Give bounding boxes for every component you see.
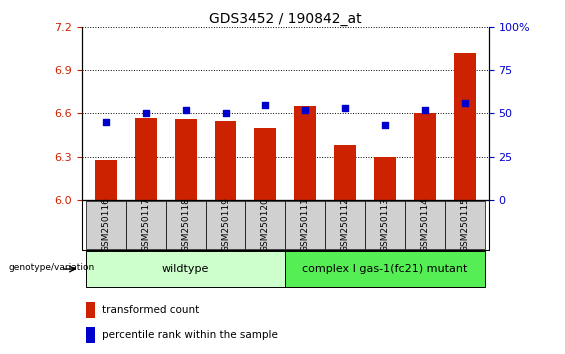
Text: genotype/variation: genotype/variation	[8, 263, 94, 272]
Point	[420, 107, 429, 113]
FancyBboxPatch shape	[245, 200, 285, 249]
Bar	[454, 53, 476, 200]
Bar	[414, 113, 436, 200]
Point	[141, 110, 150, 116]
Text: GSM250111: GSM250111	[301, 197, 310, 252]
Bar	[254, 128, 276, 200]
Text: GSM250112: GSM250112	[341, 198, 350, 252]
Text: GSM250118: GSM250118	[181, 197, 190, 252]
FancyBboxPatch shape	[405, 200, 445, 249]
Bar	[135, 118, 157, 200]
Text: GSM250119: GSM250119	[221, 197, 230, 252]
Text: GSM250117: GSM250117	[141, 197, 150, 252]
Point	[301, 107, 310, 113]
Text: complex I gas-1(fc21) mutant: complex I gas-1(fc21) mutant	[302, 264, 468, 274]
FancyBboxPatch shape	[365, 200, 405, 249]
Bar	[294, 106, 316, 200]
FancyBboxPatch shape	[166, 200, 206, 249]
Text: GSM250113: GSM250113	[381, 197, 389, 252]
Text: GSM250114: GSM250114	[420, 198, 429, 252]
Text: wildtype: wildtype	[162, 264, 209, 274]
Point	[261, 102, 270, 108]
Point	[380, 122, 389, 128]
Title: GDS3452 / 190842_at: GDS3452 / 190842_at	[209, 12, 362, 25]
Bar	[334, 145, 356, 200]
Bar	[95, 160, 117, 200]
FancyBboxPatch shape	[325, 200, 365, 249]
FancyBboxPatch shape	[285, 200, 325, 249]
Bar	[86, 327, 95, 343]
Text: GSM250116: GSM250116	[101, 197, 110, 252]
Point	[221, 110, 230, 116]
Text: GSM250120: GSM250120	[261, 198, 270, 252]
FancyBboxPatch shape	[206, 200, 245, 249]
FancyBboxPatch shape	[285, 251, 485, 287]
Point	[181, 107, 190, 113]
FancyBboxPatch shape	[445, 200, 485, 249]
Point	[101, 119, 110, 125]
Bar	[86, 302, 95, 318]
Text: transformed count: transformed count	[102, 304, 199, 315]
Point	[341, 105, 350, 111]
FancyBboxPatch shape	[86, 251, 285, 287]
Bar	[374, 157, 396, 200]
Point	[460, 100, 470, 106]
FancyBboxPatch shape	[126, 200, 166, 249]
Text: GSM250115: GSM250115	[460, 197, 470, 252]
Bar	[175, 119, 197, 200]
Text: percentile rank within the sample: percentile rank within the sample	[102, 330, 278, 340]
FancyBboxPatch shape	[86, 200, 126, 249]
Bar	[215, 120, 237, 200]
